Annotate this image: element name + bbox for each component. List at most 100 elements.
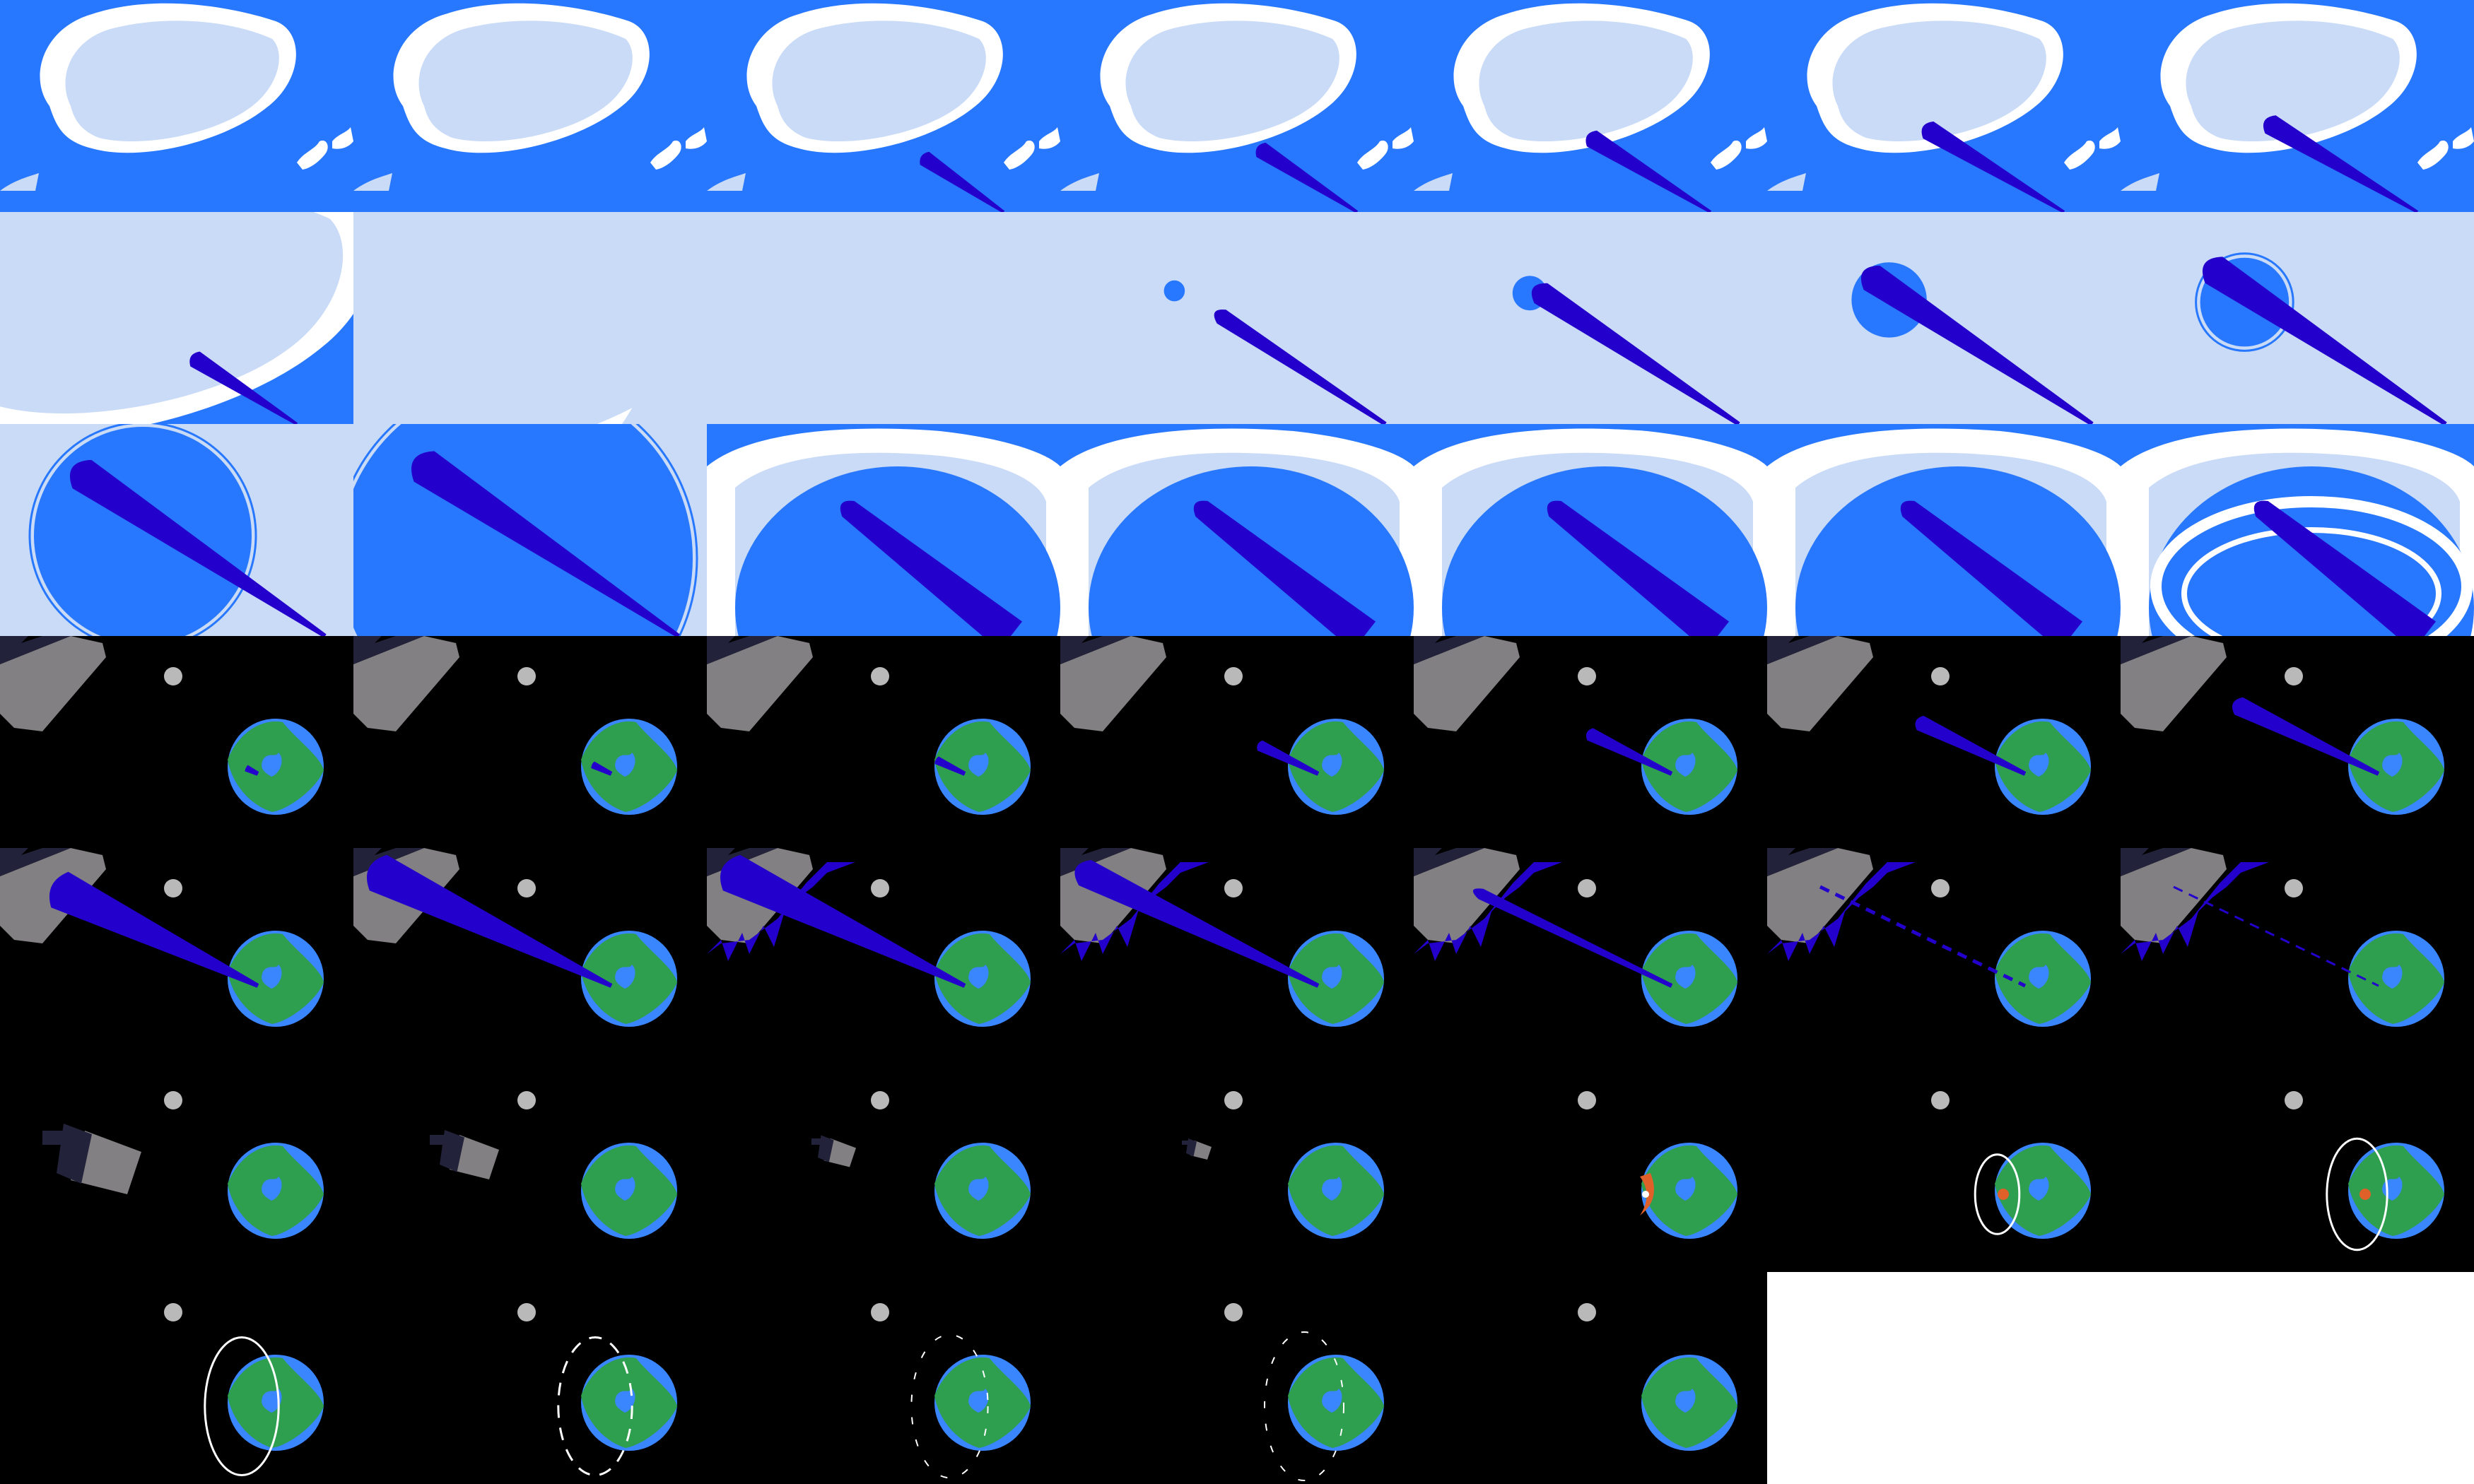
frame-canvas: [707, 1060, 1060, 1272]
animation-frame: [2121, 212, 2474, 424]
frame-canvas: [353, 424, 707, 636]
cloud-puff: [1060, 173, 1099, 191]
ship-dark: [0, 848, 71, 876]
swirl-ring: [2181, 527, 2441, 636]
cloud-body: [1832, 20, 2046, 142]
cloud-puff: [1767, 173, 1806, 191]
cloud-body: [2186, 20, 2400, 142]
cloud-puff: [1746, 127, 1767, 149]
moon: [1224, 1091, 1243, 1109]
earth-lake: [262, 965, 282, 989]
animation-frame: [353, 212, 707, 424]
earth: [581, 931, 677, 1027]
animation-frame: [2121, 848, 2474, 1060]
ship-hull: [1767, 848, 1873, 943]
frame-canvas: [0, 1060, 353, 1272]
cloud-body: [65, 20, 279, 142]
ship-hull: [1767, 636, 1873, 731]
ship-engine: [42, 1131, 64, 1145]
earth-lake: [968, 1177, 989, 1201]
frame-canvas: [1060, 1060, 1414, 1272]
cloud-puff: [2121, 173, 2159, 191]
earth-lake: [1322, 1177, 1342, 1201]
beam: [189, 351, 298, 424]
frame-canvas: [353, 848, 707, 1060]
ship-engine: [430, 1135, 445, 1145]
hole-rim: [353, 424, 698, 636]
moon: [1224, 667, 1243, 685]
cloud-group: [2121, 3, 2474, 191]
beam: [366, 854, 613, 988]
moon: [517, 1091, 536, 1109]
animation-frame: [0, 424, 353, 636]
animation-frame: [2121, 1060, 2474, 1272]
earth-lake: [1675, 1177, 1696, 1201]
frame-canvas: [1414, 848, 1767, 1060]
shockwave-ring: [1264, 1331, 1344, 1481]
animation-frame: [1414, 636, 1767, 848]
shockwave-ring: [1974, 1153, 2021, 1235]
animation-frame: [353, 1060, 707, 1272]
moon: [164, 1303, 182, 1321]
earth: [228, 1355, 324, 1451]
frame-canvas: [707, 848, 1060, 1060]
cloud-puff: [332, 127, 353, 149]
earth: [228, 1143, 324, 1239]
animation-frame: [353, 0, 707, 212]
animation-frame: [707, 1272, 1060, 1484]
frame-canvas: [707, 0, 1060, 212]
ship: [707, 636, 813, 731]
frame-canvas: [0, 0, 353, 212]
cloud-puff: [297, 140, 328, 170]
frame-canvas: [353, 1272, 707, 1484]
hole-rim: [2195, 252, 2294, 352]
beam: [1214, 310, 1387, 424]
frame-canvas: [353, 636, 707, 848]
earth-lake: [968, 753, 989, 777]
animation-frame: [1060, 424, 1414, 636]
frame-canvas: [2121, 0, 2474, 212]
ship-hull: [1060, 636, 1166, 731]
swirl-ring: [2150, 496, 2473, 636]
cloud-body: [1125, 20, 1339, 142]
earth-lake: [1675, 753, 1696, 777]
beam: [1915, 715, 2027, 776]
animation-frame: [0, 636, 353, 848]
cloud-puff: [707, 173, 746, 191]
earth-lake: [968, 965, 989, 989]
beam: [2253, 500, 2437, 636]
moon: [1578, 1091, 1596, 1109]
ship: [1182, 1138, 1212, 1160]
frame-canvas: [1414, 1272, 1767, 1484]
cloud-puff: [2453, 127, 2474, 149]
frame-canvas: [1414, 0, 1767, 212]
earth: [934, 931, 1031, 1027]
animation-frame: [1414, 424, 1767, 636]
frame-canvas: [1060, 636, 1414, 848]
earth-lake: [262, 1389, 282, 1413]
frame-canvas: [1060, 424, 1414, 636]
ship-hull: [0, 636, 106, 731]
cloud-puff: [650, 140, 681, 170]
moon: [871, 1303, 889, 1321]
cloud-puff: [2099, 127, 2121, 149]
earth: [1288, 1355, 1384, 1451]
cloud-group: [1414, 3, 1767, 191]
frame-canvas: [2121, 1060, 2474, 1272]
animation-frame: [1767, 0, 2121, 212]
frame-canvas: [707, 424, 1060, 636]
ship-hull: [353, 636, 459, 731]
ship-dark: [707, 636, 778, 664]
ship: [353, 636, 459, 731]
animation-frame: [1414, 1272, 1767, 1484]
frame-canvas: [1060, 848, 1414, 1060]
earth: [228, 719, 324, 815]
earth: [228, 931, 324, 1027]
ship: [1414, 636, 1520, 731]
animation-frame: [1060, 212, 1414, 424]
shockwave-ring: [910, 1333, 989, 1479]
earth: [2348, 719, 2444, 815]
animation-frame: [707, 0, 1060, 212]
earth: [2348, 1143, 2444, 1239]
ship-dark: [2121, 848, 2191, 876]
